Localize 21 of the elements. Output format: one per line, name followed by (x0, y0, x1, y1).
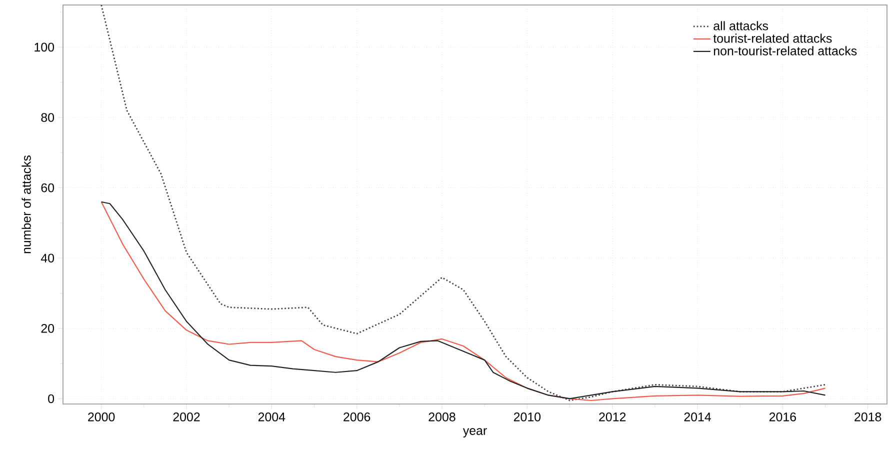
x-tick-label: 2012 (599, 412, 626, 422)
x-tick-label: 2016 (769, 412, 796, 422)
legend-label: tourist-related attacks (713, 34, 832, 43)
x-tick-label: 2010 (514, 412, 541, 422)
legend-label: all attacks (714, 21, 768, 30)
x-axis-title: year (462, 428, 487, 438)
y-axis-title: number of attacks (22, 155, 31, 254)
x-tick-label: 2008 (428, 412, 456, 422)
legend-label: non-tourist-related attacks (714, 46, 857, 56)
y-tick-label: 80 (41, 113, 54, 122)
x-tick-label: 2000 (88, 412, 115, 422)
x-tick-label: 2018 (854, 412, 882, 422)
x-tick-label: 2002 (173, 412, 200, 422)
y-tick-label: 20 (41, 324, 54, 333)
x-tick-label: 2006 (344, 412, 370, 422)
y-tick-label: 0 (48, 394, 54, 404)
x-tick-label: 2014 (684, 412, 711, 422)
y-tick-label: 40 (40, 254, 54, 263)
y-tick-label: 60 (41, 183, 54, 192)
y-tick-label: 100 (34, 42, 54, 52)
x-tick-label: 2004 (258, 412, 286, 422)
